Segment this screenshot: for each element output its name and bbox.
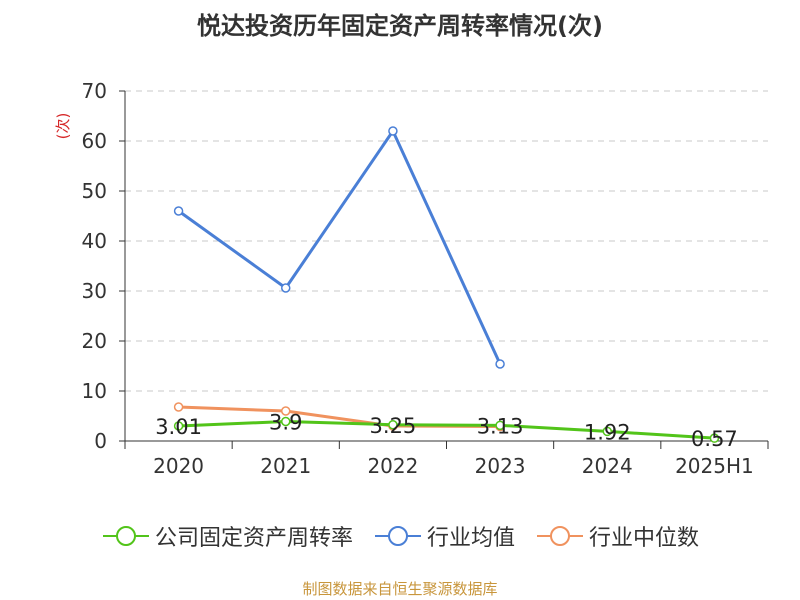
legend-label: 行业均值: [426, 526, 515, 551]
y-tick-label: 10: [82, 379, 107, 403]
x-tick-label: 2025H1: [675, 454, 754, 478]
data-point: [173, 421, 184, 431]
axes: 0 10 20 30 40 50 60 70 2020 2021 2022 2023 2024 2025H…: [54, 79, 769, 478]
x-tick-label: 2024: [582, 454, 633, 478]
chart-title: 悦达投资历年固定资产周转率情况(次): [197, 12, 603, 40]
legend-label: 公司固定资产周转率: [154, 526, 353, 551]
data-labels: 3.01 3.9 3.25 3.13 1.92 0.57: [155, 411, 738, 452]
y-tick-label: 50: [82, 179, 107, 203]
grid-lines: [125, 90, 768, 392]
series-line: [178, 420, 715, 440]
y-axis-label: (次): [54, 113, 72, 140]
data-label: 3.13: [477, 414, 524, 438]
source-note: 制图数据来自恒生聚源数据库: [302, 580, 498, 598]
legend-circle: [387, 526, 408, 546]
data-point: [173, 206, 184, 216]
x-tick-label: 2020: [153, 454, 204, 478]
data-point: [495, 420, 505, 431]
legend-circle: [115, 526, 136, 546]
y-tick-label: 20: [82, 329, 107, 353]
data-point: [281, 416, 291, 427]
y-tick-label: 0: [94, 429, 107, 453]
data-label: 3.01: [155, 415, 202, 439]
data-point: [602, 426, 612, 437]
data-points: [173, 126, 720, 443]
data-point: [281, 283, 291, 293]
series-line: [177, 129, 502, 365]
y-tick-label: 70: [82, 79, 107, 103]
y-tick-label: 60: [82, 129, 107, 153]
legend-item: 行业均值: [373, 520, 515, 552]
legend: 公司固定资产周转率 行业均值 行业中位数: [0, 518, 800, 554]
data-point: [388, 420, 398, 430]
legend-marker-icon: [374, 526, 421, 546]
data-label: 3.9: [269, 411, 302, 435]
x-tick-label: 2021: [260, 454, 311, 478]
data-label: 0.57: [691, 427, 738, 451]
y-tick-label: 30: [82, 279, 107, 303]
data-point: [281, 406, 291, 416]
y-tick-label: 40: [82, 229, 107, 253]
x-tick-label: 2022: [367, 454, 418, 478]
legend-marker-icon: [537, 526, 583, 546]
data-point: [495, 359, 505, 369]
x-tick-label: 2023: [475, 454, 526, 478]
legend-circle: [550, 526, 570, 546]
legend-marker-icon: [102, 526, 149, 546]
legend-item: 公司固定资产周转率: [101, 520, 353, 552]
data-point: [173, 402, 184, 412]
data-label: 1.92: [584, 420, 631, 444]
data-point: [388, 126, 398, 136]
legend-label: 行业中位数: [589, 526, 700, 551]
data-point: [709, 433, 720, 443]
data-label: 3.25: [370, 414, 417, 438]
series-lines: [177, 129, 715, 440]
legend-item: 行业中位数: [535, 520, 699, 552]
